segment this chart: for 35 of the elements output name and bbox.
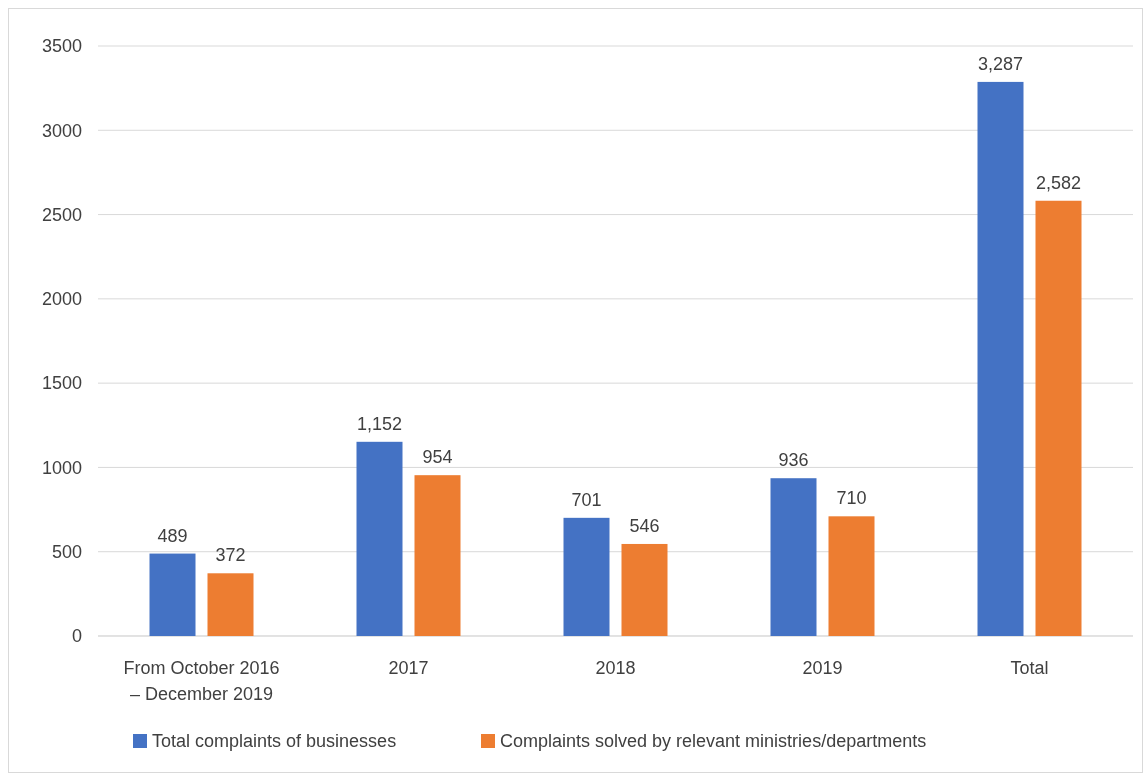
x-tick-label: 2019 — [802, 658, 843, 678]
y-tick-label: 1500 — [41, 373, 82, 394]
legend-label: Complaints solved by relevant ministries/departments — [500, 731, 927, 752]
x-tick-label: From October 2016 – December 2019 — [123, 658, 280, 704]
bar — [1035, 200, 1082, 636]
bar — [207, 573, 254, 636]
y-tick-label: 3000 — [41, 120, 82, 141]
y-tick-label: 500 — [51, 542, 82, 563]
data-label: 1,152 — [356, 413, 403, 434]
bar — [770, 478, 817, 636]
data-label: 710 — [836, 488, 867, 509]
bar — [828, 516, 875, 636]
y-tick-label: 0 — [71, 626, 82, 647]
y-tick-label: 2000 — [41, 289, 82, 310]
data-label: 489 — [157, 525, 188, 546]
y-tick-label: 3500 — [41, 36, 82, 57]
x-tick-label: 2017 — [388, 658, 429, 678]
data-label: 936 — [778, 450, 809, 471]
bar — [977, 81, 1024, 636]
data-label: 546 — [629, 515, 660, 536]
data-label: 372 — [215, 545, 246, 566]
data-label: 701 — [571, 489, 602, 510]
y-tick-label: 1000 — [41, 457, 82, 478]
y-tick-label: 2500 — [41, 204, 82, 225]
x-tick-label: Total — [1010, 658, 1049, 678]
data-label: 3,287 — [977, 53, 1024, 74]
data-label: 2,582 — [1035, 172, 1082, 193]
legend-label: Total complaints of businesses — [152, 731, 397, 752]
bar — [621, 543, 668, 636]
bar — [356, 441, 403, 636]
bar — [149, 553, 196, 636]
data-label: 954 — [422, 447, 453, 468]
bar — [563, 517, 610, 636]
bar — [414, 475, 461, 636]
x-tick-label: 2018 — [595, 658, 636, 678]
